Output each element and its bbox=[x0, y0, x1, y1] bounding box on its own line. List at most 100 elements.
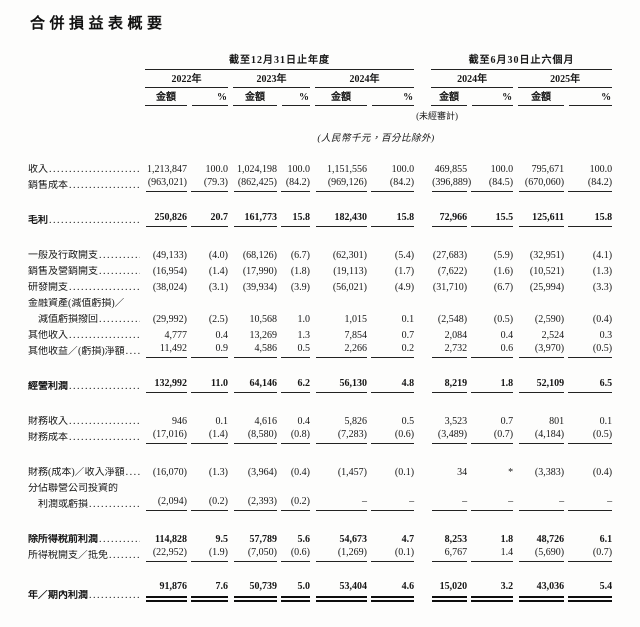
amount-cell bbox=[228, 294, 277, 310]
amount-cell: (16,070) bbox=[152, 467, 187, 478]
amount-cell: (2,590) bbox=[534, 314, 565, 325]
amount-cell: 50,739 bbox=[228, 581, 278, 602]
column-gap bbox=[414, 310, 426, 326]
percent-cell: (0.5) bbox=[493, 314, 514, 325]
percent-cell: 6.1 bbox=[599, 534, 613, 545]
percent-cell: (4.0) bbox=[208, 250, 228, 261]
percent-cell: 1.4 bbox=[467, 546, 514, 562]
amount-cell: (16,954) bbox=[152, 266, 187, 277]
percent-cell: (1.6) bbox=[493, 266, 514, 277]
percent-cell bbox=[467, 479, 513, 495]
amount-cell: 48,726 bbox=[536, 534, 565, 545]
percent-cell: 5.0 bbox=[277, 581, 311, 602]
percent-cell: (0.4) bbox=[592, 467, 613, 478]
amount-cell: (31,710) bbox=[432, 282, 468, 293]
percent-cell: (3.9) bbox=[290, 282, 310, 293]
amount-cell: 1,024,198 bbox=[237, 164, 277, 175]
amount-cell: 56,130 bbox=[310, 377, 368, 393]
column-gap bbox=[414, 51, 426, 70]
column-gap bbox=[414, 246, 426, 262]
percent-cell: (0.4) bbox=[592, 314, 613, 325]
amount-cell: (3,489) bbox=[426, 428, 467, 444]
percent-cell: (84.5) bbox=[467, 176, 513, 192]
page-title: 合併損益表概要 bbox=[30, 16, 167, 32]
amount-cell: (56,021) bbox=[332, 282, 367, 293]
unaudited-note-row: (未經審計) bbox=[28, 106, 612, 122]
amount-cell: 4,777 bbox=[164, 330, 188, 341]
percent-cell: 4.6 bbox=[367, 581, 415, 602]
percent-cell: (0.6) bbox=[367, 428, 414, 444]
row-label: 財務(成本)／收入淨額 bbox=[28, 467, 125, 478]
amount-cell: (49,133) bbox=[152, 250, 187, 261]
amount-cell: – bbox=[426, 495, 467, 511]
percent-cell: (3.3) bbox=[592, 282, 613, 293]
column-gap bbox=[414, 581, 426, 602]
percent-cell: 15.8 bbox=[564, 211, 613, 227]
amount-cell: (19,113) bbox=[333, 266, 367, 277]
percent-cell: 9.5 bbox=[215, 534, 229, 545]
amount-cell: 182,430 bbox=[310, 211, 368, 227]
table-row: 其他收益／(虧損)淨額.............................… bbox=[28, 342, 612, 358]
amount-cell: – bbox=[310, 495, 367, 511]
percent-cell: (0.1) bbox=[367, 546, 414, 562]
percent-cell: (84.2) bbox=[367, 176, 414, 192]
amount-cell: (27,683) bbox=[432, 250, 468, 261]
percent-cell: (84.2) bbox=[277, 176, 310, 192]
amount-cell: (62,301) bbox=[332, 250, 367, 261]
amount-cell: 57,789 bbox=[249, 534, 278, 545]
amount-cell: 52,109 bbox=[513, 377, 565, 393]
amount-cell: 91,876 bbox=[140, 581, 188, 602]
percent-cell: (0.2) bbox=[277, 495, 310, 511]
amount-cell: 34 bbox=[457, 467, 468, 478]
year-header-2024-interim: 2024年 bbox=[431, 70, 514, 88]
percent-cell: (0.4) bbox=[290, 467, 310, 478]
amount-cell bbox=[140, 294, 187, 310]
percent-cell: 100.0 bbox=[391, 164, 415, 175]
amount-cell: (5,690) bbox=[513, 546, 564, 562]
row-label: 減值虧損撥回 bbox=[38, 314, 98, 325]
spacer-row bbox=[28, 144, 612, 160]
percent-cell: (3.1) bbox=[208, 282, 228, 293]
table-row: 財務成本....................................… bbox=[28, 428, 612, 444]
percent-header: % bbox=[372, 92, 415, 106]
percent-cell: 20.7 bbox=[187, 211, 229, 227]
amount-header: 金額 bbox=[518, 88, 565, 106]
table-row: 財務(成本)／收入淨額.............................… bbox=[28, 463, 612, 479]
percent-cell: (79.3) bbox=[187, 176, 228, 192]
amount-cell: 8,219 bbox=[426, 377, 468, 393]
amount-cell: (29,992) bbox=[152, 314, 187, 325]
column-gap bbox=[414, 262, 426, 278]
percent-cell: * bbox=[508, 467, 514, 478]
amount-cell: 8,253 bbox=[444, 534, 468, 545]
percent-cell: 0.6 bbox=[467, 342, 514, 358]
spacer-row bbox=[28, 358, 612, 377]
amount-cell: 946 bbox=[172, 416, 187, 427]
amount-cell: 13,269 bbox=[249, 330, 278, 341]
leader-dots: ........................................… bbox=[69, 432, 140, 443]
amount-cell: 114,828 bbox=[155, 534, 187, 545]
amount-cell: 2,524 bbox=[541, 330, 565, 341]
amount-cell: (963,021) bbox=[140, 176, 187, 192]
amount-cell: (3,964) bbox=[247, 467, 277, 478]
column-gap bbox=[414, 88, 426, 106]
table-body: 收入......................................… bbox=[28, 160, 612, 602]
percent-cell: (1.3) bbox=[208, 467, 228, 478]
leader-dots: ........................................… bbox=[69, 180, 140, 191]
row-label: 分佔聯營公司投資的 bbox=[28, 483, 118, 494]
unaudited-note: (未經審計) bbox=[416, 111, 459, 121]
amount-cell: (396,889) bbox=[426, 176, 471, 192]
leader-dots: ........................................… bbox=[49, 164, 140, 175]
amount-cell: (7,622) bbox=[437, 266, 468, 277]
amount-cell: 4,586 bbox=[228, 342, 278, 358]
column-gap bbox=[414, 211, 426, 227]
percent-cell bbox=[277, 479, 310, 495]
table-row: 利潤或虧損...................................… bbox=[28, 495, 612, 511]
percent-cell: 100.0 bbox=[287, 164, 311, 175]
spacer-row bbox=[28, 393, 612, 412]
percent-cell: 6.5 bbox=[564, 377, 613, 393]
row-label: 一般及行政開支 bbox=[28, 250, 98, 261]
percent-cell: (1.9) bbox=[187, 546, 228, 562]
percent-header: % bbox=[282, 92, 310, 106]
amount-cell: 2,732 bbox=[426, 342, 468, 358]
year-header-2022: 2022年 bbox=[145, 70, 228, 88]
